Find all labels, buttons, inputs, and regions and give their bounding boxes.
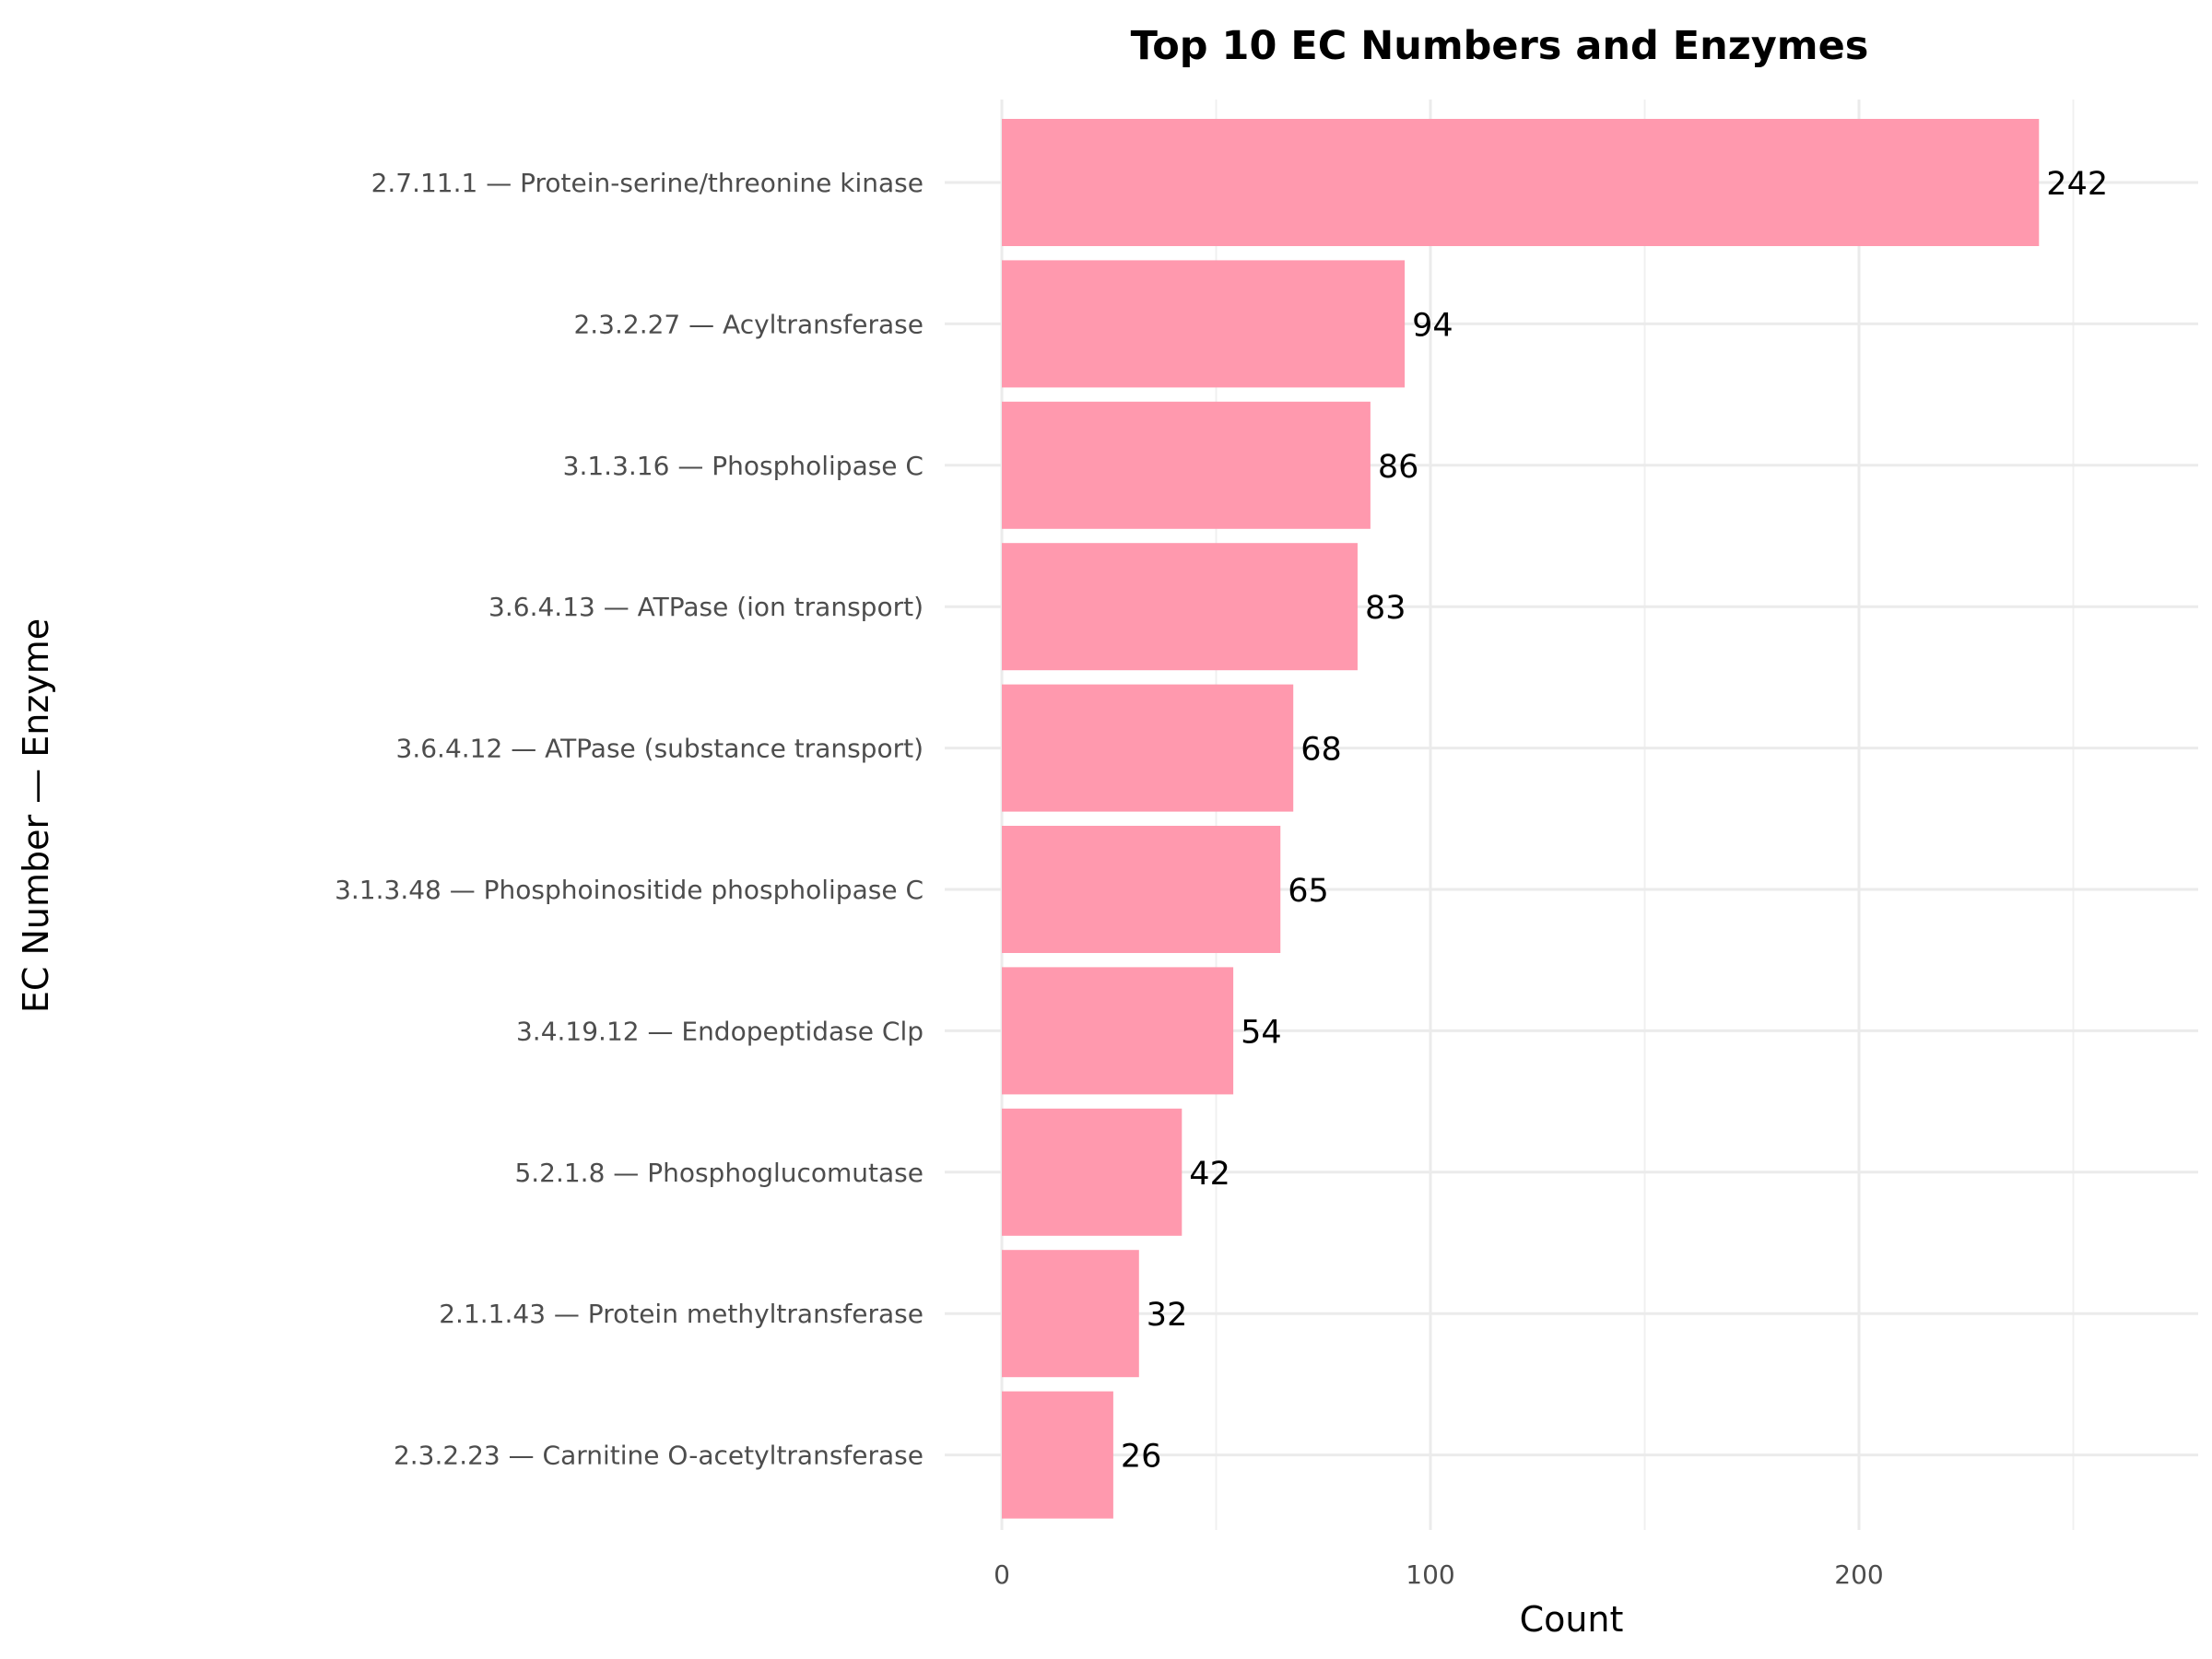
x-tick-label: 200 (1834, 1559, 1883, 1590)
value-labels: 242 94 86 83 68 65 54 42 32 26 (1121, 166, 2108, 1476)
category-label: 3.4.19.12 — Endopeptidase Clp (516, 1016, 924, 1046)
x-tick-label: 0 (994, 1559, 1010, 1590)
value-label: 242 (2046, 166, 2108, 203)
value-label: 26 (1121, 1439, 1162, 1476)
bar (1002, 543, 1358, 671)
category-label: 3.1.3.48 — Phosphoinositide phospholipas… (335, 875, 924, 905)
chart-title: Top 10 EC Numbers and Enzymes (1131, 23, 1869, 69)
x-axis-title: Count (1520, 1599, 1624, 1640)
value-label: 32 (1147, 1297, 1188, 1334)
value-label: 42 (1189, 1156, 1230, 1193)
value-label: 83 (1365, 590, 1406, 627)
value-label: 65 (1288, 873, 1329, 910)
bar (1002, 401, 1371, 529)
value-label: 54 (1241, 1014, 1282, 1051)
value-label: 86 (1378, 449, 1419, 486)
category-label: 3.6.4.13 — ATPase (ion transport) (488, 592, 924, 622)
category-label: 3.1.3.16 — Phospholipase C (563, 451, 924, 481)
bar (1002, 260, 1406, 388)
value-label: 68 (1300, 732, 1342, 769)
bar (1002, 684, 1294, 812)
category-label: 5.2.1.8 — Phosphoglucomutase (514, 1158, 924, 1188)
category-labels: 2.7.11.1 — Protein-serine/threonine kina… (335, 168, 924, 1471)
x-tick-labels: 0 100 200 (994, 1559, 1884, 1590)
y-axis-title: EC Number — Enzyme (16, 618, 56, 1013)
category-label: 2.3.2.23 — Carnitine O-acetyltransferase (394, 1441, 924, 1471)
bar (1002, 826, 1281, 953)
bar (1002, 119, 2040, 246)
category-label: 2.7.11.1 — Protein-serine/threonine kina… (371, 168, 924, 198)
bar (1002, 1391, 1113, 1519)
bars (1002, 119, 2040, 1519)
category-label: 2.3.2.27 — Acyltransferase (573, 309, 924, 339)
bar (1002, 967, 1234, 1095)
bar (1002, 1108, 1182, 1236)
bar (1002, 1250, 1139, 1378)
value-label: 94 (1412, 307, 1453, 344)
category-label: 2.1.1.43 — Protein methyltransferase (439, 1299, 924, 1329)
x-tick-label: 100 (1406, 1559, 1454, 1590)
category-label: 3.6.4.12 — ATPase (substance transport) (396, 734, 924, 764)
